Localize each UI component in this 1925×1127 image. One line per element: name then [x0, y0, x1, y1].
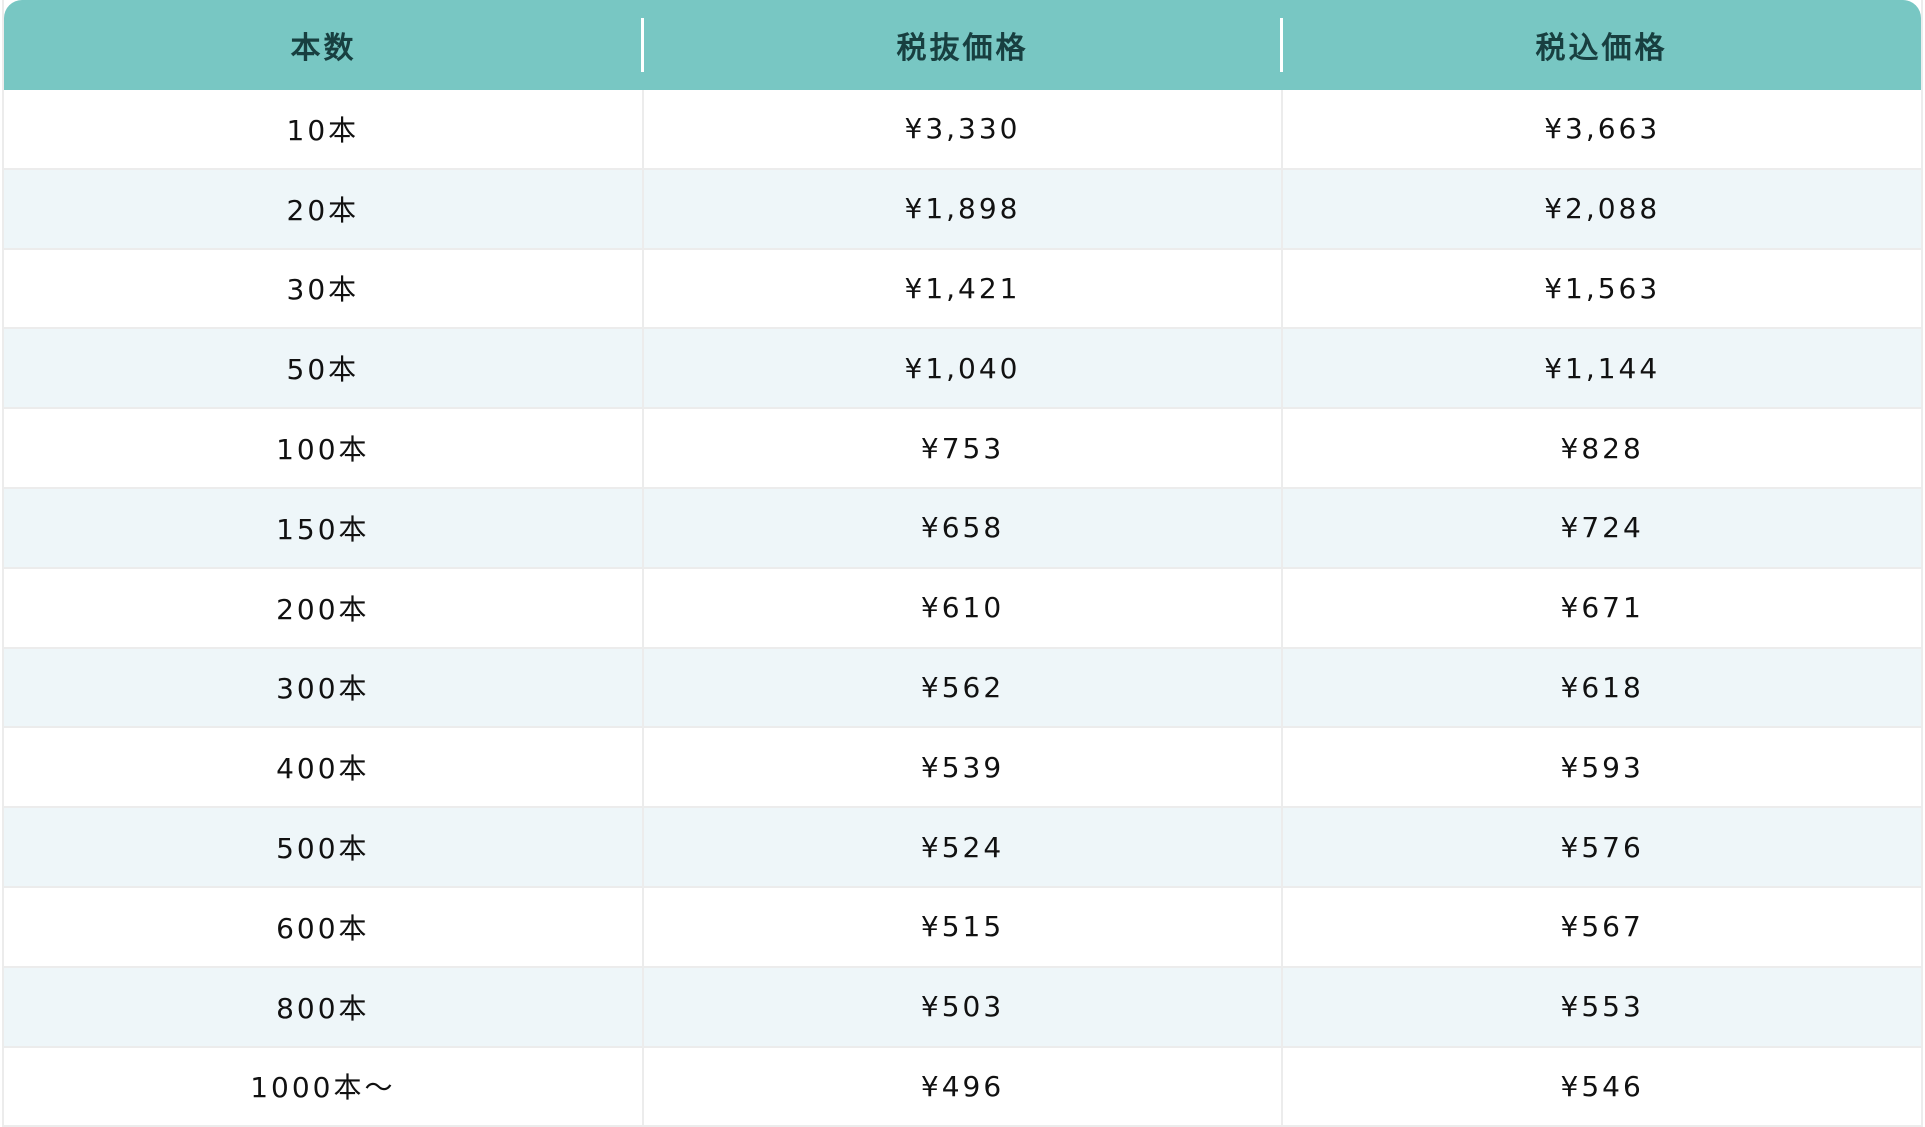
table-row: 800本 ¥503 ¥553	[4, 967, 1921, 1048]
table-row: 300本 ¥562 ¥618	[4, 648, 1921, 729]
cell-quantity: 300本	[276, 672, 370, 706]
cell-price-incl-tax: ¥593	[1281, 728, 1921, 807]
cell-price-excl-tax: ¥496	[641, 1047, 1282, 1126]
cell-price-excl-tax: ¥524	[641, 808, 1282, 886]
column-header-price-incl-tax: 税込価格	[1280, 0, 1921, 90]
cell-quantity: 1000本～	[250, 1071, 396, 1105]
cell-quantity: 30本	[286, 273, 360, 307]
cell-price-incl-tax: ¥576	[1281, 808, 1921, 886]
table-row: 150本 ¥658 ¥724	[4, 488, 1921, 569]
cell-price-incl-tax: ¥2,088	[1281, 169, 1921, 248]
table-row: 1000本～ ¥496 ¥546	[4, 1047, 1921, 1127]
cell-price-incl-tax: ¥724	[1281, 488, 1921, 567]
cell-quantity: 600本	[276, 911, 370, 945]
cell-price-excl-tax: ¥753	[641, 409, 1282, 487]
table-row: 30本 ¥1,421 ¥1,563	[4, 249, 1921, 330]
cell-price-incl-tax: ¥1,144	[1281, 329, 1921, 408]
cell-price-excl-tax: ¥3,330	[641, 90, 1282, 168]
table-header: 本数 税抜価格 税込価格	[4, 0, 1921, 90]
cell-quantity: 20本	[286, 193, 360, 227]
table-row: 200本 ¥610 ¥671	[4, 568, 1921, 649]
cell-price-incl-tax: ¥553	[1281, 967, 1921, 1046]
cell-price-excl-tax: ¥503	[641, 967, 1282, 1046]
cell-price-incl-tax: ¥618	[1281, 648, 1921, 727]
cell-quantity: 200本	[276, 592, 370, 626]
cell-quantity: 500本	[276, 832, 370, 866]
cell-quantity: 150本	[276, 512, 370, 546]
table-row: 100本 ¥753 ¥828	[4, 409, 1921, 489]
cell-quantity: 10本	[286, 113, 360, 147]
column-header-price-excl-tax: 税抜価格	[641, 0, 1282, 90]
cell-quantity: 800本	[276, 991, 370, 1025]
cell-quantity: 100本	[276, 433, 370, 467]
cell-quantity: 50本	[286, 353, 360, 387]
table-row: 400本 ¥539 ¥593	[4, 728, 1921, 809]
cell-price-excl-tax: ¥515	[641, 887, 1282, 966]
table-row: 500本 ¥524 ¥576	[4, 808, 1921, 888]
table-row: 20本 ¥1,898 ¥2,088	[4, 169, 1921, 250]
cell-price-incl-tax: ¥546	[1281, 1047, 1921, 1126]
cell-price-excl-tax: ¥1,040	[641, 329, 1282, 408]
cell-price-excl-tax: ¥658	[641, 488, 1282, 567]
table-row: 50本 ¥1,040 ¥1,144	[4, 329, 1921, 410]
cell-price-excl-tax: ¥1,421	[641, 249, 1282, 328]
cell-quantity: 400本	[276, 752, 370, 786]
cell-price-excl-tax: ¥539	[641, 728, 1282, 807]
table-row: 10本 ¥3,330 ¥3,663	[4, 90, 1921, 170]
cell-price-excl-tax: ¥610	[641, 568, 1282, 647]
cell-price-incl-tax: ¥828	[1281, 409, 1921, 487]
column-header-quantity: 本数	[290, 31, 357, 66]
cell-price-incl-tax: ¥3,663	[1281, 90, 1921, 168]
cell-price-incl-tax: ¥1,563	[1281, 249, 1921, 328]
cell-price-incl-tax: ¥671	[1281, 568, 1921, 647]
table-row: 600本 ¥515 ¥567	[4, 887, 1921, 968]
cell-price-excl-tax: ¥562	[641, 648, 1282, 727]
cell-price-excl-tax: ¥1,898	[641, 169, 1282, 248]
table-body: 10本 ¥3,330 ¥3,663 20本 ¥1,898 ¥2,088 30本 ¥1,421 ¥…	[4, 90, 1921, 1127]
cell-price-incl-tax: ¥567	[1281, 887, 1921, 966]
